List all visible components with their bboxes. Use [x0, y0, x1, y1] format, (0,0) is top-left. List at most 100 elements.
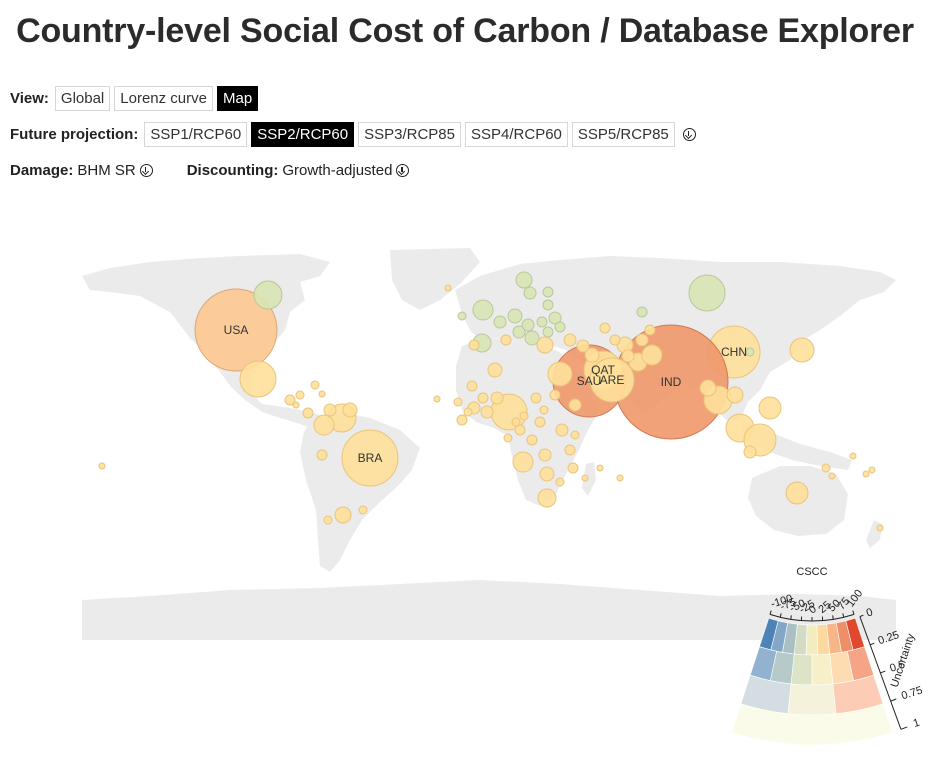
country-bubble[interactable] [472, 299, 494, 321]
country-bubble[interactable] [555, 477, 565, 487]
country-bubble[interactable] [98, 462, 106, 470]
country-bubble[interactable] [539, 405, 549, 415]
country-bubble[interactable] [599, 322, 611, 334]
country-bubble[interactable] [534, 416, 546, 428]
country-bubble[interactable] [849, 452, 857, 460]
country-bubble[interactable] [688, 274, 726, 312]
projection-option-ssp4[interactable]: SSP4/RCP60 [465, 122, 568, 147]
country-bubble[interactable] [444, 284, 452, 292]
country-bubble[interactable] [576, 339, 590, 353]
view-option-lorenz-curve[interactable]: Lorenz curve [114, 86, 213, 111]
projection-option-ssp3[interactable]: SSP3/RCP85 [358, 122, 461, 147]
country-bubble[interactable] [596, 464, 604, 472]
country-bubble[interactable] [334, 506, 352, 524]
country-bubble[interactable] [253, 280, 283, 310]
country-bubble[interactable] [490, 391, 504, 405]
country-bubble[interactable] [644, 324, 656, 336]
download-circle-icon[interactable] [139, 164, 153, 177]
country-bubble[interactable] [318, 390, 326, 398]
country-bubble[interactable] [539, 466, 555, 482]
country-bubble[interactable] [284, 394, 296, 406]
country-bubble[interactable] [507, 308, 523, 324]
projection-option-ssp2[interactable]: SSP2/RCP60 [251, 122, 355, 147]
country-bubble[interactable] [828, 472, 836, 480]
country-bubble[interactable] [555, 423, 569, 437]
country-bubble[interactable] [567, 462, 579, 474]
country-bubble[interactable] [493, 315, 507, 329]
country-bubble[interactable] [323, 403, 337, 417]
country-bubble[interactable] [512, 451, 534, 473]
country-bubble[interactable] [194, 288, 278, 372]
country-bubble[interactable] [487, 362, 503, 378]
country-bubble[interactable] [862, 470, 870, 478]
country-bubble[interactable] [524, 330, 540, 346]
country-bubble[interactable] [519, 411, 529, 421]
country-bubble[interactable] [547, 361, 573, 387]
country-bubble[interactable] [542, 326, 554, 338]
country-bubble[interactable] [785, 481, 809, 505]
country-bubble[interactable] [316, 449, 328, 461]
country-bubble[interactable] [500, 334, 512, 346]
discounting-value[interactable]: Growth-adjusted [282, 162, 393, 179]
country-bubble[interactable] [466, 380, 478, 392]
country-bubble[interactable] [239, 360, 277, 398]
country-bubble[interactable] [743, 445, 757, 459]
country-bubble[interactable] [302, 407, 314, 419]
country-bubble[interactable] [536, 316, 548, 328]
country-bubble[interactable] [542, 286, 554, 298]
country-bubble[interactable] [745, 347, 755, 357]
country-bubble[interactable] [641, 344, 663, 366]
country-bubble[interactable] [548, 311, 562, 325]
country-bubble[interactable] [503, 433, 513, 443]
country-bubble[interactable] [589, 357, 635, 403]
country-bubble[interactable] [542, 299, 554, 311]
country-bubble[interactable] [538, 448, 552, 462]
download-circle-icon[interactable] [682, 128, 696, 141]
country-bubble[interactable] [789, 337, 815, 363]
country-bubble[interactable] [310, 380, 320, 390]
country-bubble[interactable] [536, 336, 554, 354]
country-bubble[interactable] [342, 402, 358, 418]
country-bubble[interactable] [876, 524, 884, 532]
projection-option-ssp5[interactable]: SSP5/RCP85 [571, 122, 675, 147]
country-bubble[interactable] [568, 398, 582, 412]
country-bubble[interactable] [511, 417, 521, 427]
country-bubble[interactable] [453, 397, 463, 407]
country-bubble[interactable] [523, 286, 537, 300]
country-bubble[interactable] [456, 414, 468, 426]
country-bubble[interactable] [323, 515, 333, 525]
country-bubble[interactable] [821, 463, 831, 473]
country-bubble[interactable] [341, 429, 399, 487]
projection-option-ssp1[interactable]: SSP1/RCP60 [144, 122, 248, 147]
country-bubble[interactable] [358, 505, 368, 515]
download-circle-icon[interactable] [396, 164, 410, 177]
view-option-map[interactable]: Map [216, 86, 259, 111]
country-bubble[interactable] [563, 333, 577, 347]
country-bubble[interactable] [512, 325, 526, 339]
country-bubble[interactable] [526, 434, 538, 446]
country-bubble[interactable] [313, 414, 335, 436]
country-bubble[interactable] [570, 430, 580, 440]
country-bubble[interactable] [581, 474, 589, 482]
country-bubble[interactable] [521, 318, 535, 332]
country-bubble[interactable] [549, 389, 561, 401]
country-bubble[interactable] [433, 395, 441, 403]
view-option-global[interactable]: Global [54, 86, 111, 111]
country-bubble[interactable] [480, 405, 494, 419]
country-bubble[interactable] [457, 311, 467, 321]
damage-value[interactable]: BHM SR [77, 162, 136, 179]
country-bubble[interactable] [699, 379, 717, 397]
country-bubble[interactable] [758, 396, 782, 420]
country-bubble[interactable] [554, 321, 566, 333]
country-bubble[interactable] [584, 347, 600, 363]
country-bubble[interactable] [515, 271, 533, 289]
country-bubble[interactable] [514, 424, 526, 436]
country-bubble[interactable] [616, 474, 624, 482]
country-bubble[interactable] [726, 386, 744, 404]
country-bubble[interactable] [295, 390, 305, 400]
country-bubble[interactable] [477, 392, 489, 404]
country-bubble[interactable] [564, 444, 576, 456]
country-bubble[interactable] [463, 407, 473, 417]
country-bubble[interactable] [868, 466, 876, 474]
country-bubble[interactable] [636, 306, 648, 318]
